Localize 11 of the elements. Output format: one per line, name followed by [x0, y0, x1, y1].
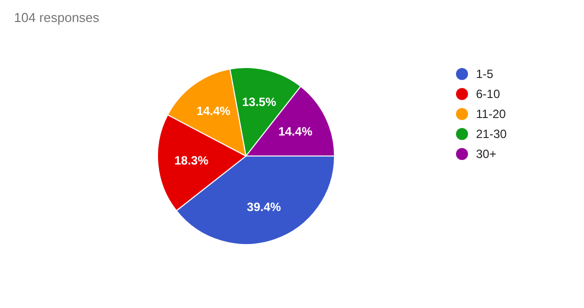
data-label: 14.4%	[196, 104, 231, 118]
legend-label: 21-30	[476, 127, 507, 141]
chart-title: 104 responses	[14, 10, 100, 25]
data-label: 14.4%	[278, 124, 313, 138]
data-label: 18.3%	[174, 153, 209, 168]
legend-label: 1-5	[476, 67, 494, 81]
data-label: 39.4%	[246, 200, 282, 214]
data-label: 13.5%	[242, 95, 276, 110]
legend-label: 30+	[476, 147, 496, 161]
legend-label: 11-20	[476, 107, 506, 121]
legend-label: 6-10	[476, 87, 500, 101]
